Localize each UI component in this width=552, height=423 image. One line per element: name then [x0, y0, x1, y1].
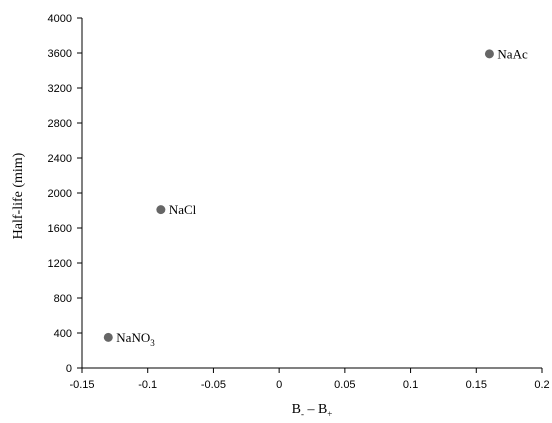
- y-tick-label: 3600: [48, 48, 72, 60]
- point-label-main: NaCl: [169, 202, 197, 217]
- x-axis-title: B- – B+: [292, 402, 333, 419]
- y-tick-label: 1200: [48, 258, 72, 270]
- x-tick-label: 0.2: [534, 379, 549, 391]
- point-label: NaCl: [169, 202, 197, 217]
- y-tick-label: 800: [54, 293, 72, 305]
- y-tick-label: 2000: [48, 188, 72, 200]
- y-tick-label: 0: [66, 363, 72, 375]
- data-point: [156, 205, 166, 215]
- y-tick-label: 400: [54, 328, 72, 340]
- point-label-main: NaAc: [497, 46, 528, 61]
- x-axis-ticks: -0.15 -0.1 -0.05 0 0.05 0.1 0.15 0.2: [69, 368, 550, 391]
- y-tick-label: 4000: [48, 13, 72, 25]
- x-axis-title-main-second: B: [318, 402, 327, 417]
- y-tick-label: 3200: [48, 83, 72, 95]
- x-tick-label: -0.1: [138, 379, 157, 391]
- x-axis-title-separator: –: [304, 402, 318, 417]
- point-label-subscript: 3: [150, 338, 155, 348]
- y-tick-label: 2400: [48, 153, 72, 165]
- x-tick-label: 0: [276, 379, 282, 391]
- y-tick-label: 2800: [48, 118, 72, 130]
- y-tick-label: 1600: [48, 223, 72, 235]
- x-axis-title-sub-first: -: [301, 409, 304, 419]
- data-points: NaNO3 NaCl NaAc: [103, 46, 528, 348]
- x-axis-title-sub-second: +: [327, 409, 332, 419]
- y-axis-ticks: 0 400 800 1200 1600 2000 2400 2800 3200 3600 4000: [48, 13, 82, 375]
- y-axis-title: Half-life (mim): [11, 152, 26, 239]
- x-tick-label: 0.05: [334, 379, 355, 391]
- x-axis-title-main: B: [292, 402, 301, 417]
- x-tick-label: 0.1: [403, 379, 418, 391]
- x-tick-label: 0.15: [466, 379, 487, 391]
- x-tick-label: -0.15: [69, 379, 94, 391]
- data-point: [103, 332, 113, 342]
- point-label-main: NaNO: [116, 330, 150, 345]
- point-label: NaAc: [497, 46, 528, 61]
- point-label: NaNO3: [116, 330, 155, 348]
- data-point: [484, 49, 494, 59]
- x-tick-label: -0.05: [201, 379, 226, 391]
